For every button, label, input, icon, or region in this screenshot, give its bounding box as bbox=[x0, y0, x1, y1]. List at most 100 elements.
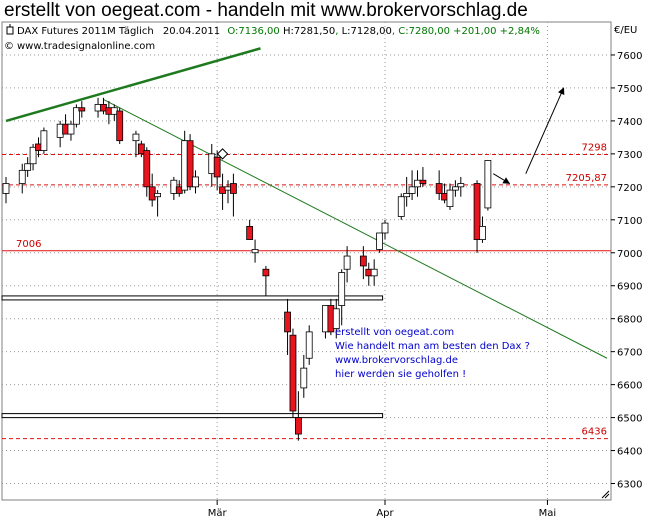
candle-body bbox=[376, 232, 383, 250]
candle-body bbox=[397, 196, 405, 217]
candle-body bbox=[251, 249, 259, 254]
chart-markers bbox=[216, 87, 610, 499]
candle-body bbox=[116, 110, 124, 142]
y-tick-label: 7200 bbox=[617, 183, 642, 194]
candle-body bbox=[403, 193, 411, 198]
y-tick-label: 6400 bbox=[617, 447, 642, 458]
high-value: H:7281,50 bbox=[283, 26, 335, 37]
candle-body bbox=[343, 255, 351, 270]
price-level-label: 7298 bbox=[582, 143, 607, 154]
candle-body bbox=[473, 183, 481, 240]
x-tick-label: Mär bbox=[208, 508, 228, 519]
candle-body bbox=[381, 222, 389, 234]
candle-body bbox=[446, 189, 454, 208]
candle-body bbox=[370, 268, 378, 277]
candle-body bbox=[359, 255, 367, 267]
resize-grip-icon bbox=[601, 490, 610, 499]
candle-body bbox=[24, 163, 32, 171]
candle-body bbox=[457, 183, 465, 188]
candle-body bbox=[67, 123, 75, 135]
candle-body bbox=[289, 334, 297, 412]
y-tick-label: 7400 bbox=[617, 117, 642, 128]
low-value: L:7128,00 bbox=[342, 26, 392, 37]
y-tick-label: 6800 bbox=[617, 315, 642, 326]
candle-body bbox=[230, 183, 237, 194]
annotation-line-2: Wie handelt man am besten den Dax ? bbox=[335, 341, 530, 352]
instrument-label: DAX Futures 2011M Täglich bbox=[17, 26, 154, 37]
y-tick-label: 7000 bbox=[617, 249, 642, 260]
y-tick-label: 6300 bbox=[617, 480, 642, 491]
copyright-icon: © bbox=[4, 41, 14, 52]
candle-body bbox=[72, 107, 80, 125]
candle-body bbox=[284, 311, 291, 333]
price-level-label: 6436 bbox=[582, 427, 607, 438]
price-level-label: 7006 bbox=[16, 239, 41, 250]
y-tick-label: 6600 bbox=[617, 381, 642, 392]
candle-body bbox=[451, 186, 459, 191]
support-band bbox=[1, 413, 384, 419]
open-value: O:7136,00 bbox=[227, 26, 279, 37]
y-axis: 6300 6400 6500 6600 6700 6800 6900 7000 7100 7200… bbox=[611, 51, 642, 491]
candle-body bbox=[192, 176, 199, 188]
svg-text:DAX Futures 2011M Täglich: DAX Futures 2011M Täglich 20.04.2011 O:7… bbox=[17, 26, 540, 37]
candle-body bbox=[419, 179, 427, 184]
x-axis: Mär Apr Mai bbox=[208, 500, 556, 519]
candle-body bbox=[2, 183, 10, 194]
projection-arrow bbox=[493, 173, 511, 184]
y-tick-label: 7600 bbox=[617, 51, 642, 62]
candle-body bbox=[246, 225, 254, 240]
candle-body bbox=[40, 130, 48, 151]
candle-body bbox=[408, 186, 416, 194]
y-tick-label: 7500 bbox=[617, 84, 642, 95]
candle-body bbox=[132, 133, 140, 142]
trendline bbox=[5, 47, 261, 123]
candle-body bbox=[300, 367, 308, 389]
header-info: DAX Futures 2011M Täglich 20.04.2011 O:7… bbox=[4, 24, 637, 52]
x-tick-label: Mai bbox=[539, 508, 557, 519]
y-tick-label: 6900 bbox=[617, 282, 642, 293]
y-tick-label: 7300 bbox=[617, 150, 642, 161]
candle-icon bbox=[6, 26, 14, 35]
annotation-note: erstellt von oegeat.com Wie handelt man … bbox=[335, 327, 530, 380]
candles bbox=[2, 97, 492, 441]
price-levels: 7298 7205,87 7006 6436 bbox=[2, 143, 611, 440]
projection-arrow bbox=[525, 87, 565, 174]
candle-body bbox=[332, 308, 340, 329]
close-value: C:7280,00 +201,00 +2,84% bbox=[398, 26, 540, 37]
candle-body bbox=[213, 156, 221, 178]
candle-body bbox=[479, 225, 486, 240]
page-title: erstellt von oegeat.com - handeln mit ww… bbox=[4, 0, 528, 21]
unit-label: €/EU bbox=[614, 25, 637, 36]
candle-body bbox=[29, 146, 37, 165]
grid bbox=[2, 22, 611, 500]
candle-body bbox=[305, 331, 313, 359]
annotation-line-4: hier werden sie geholfen ! bbox=[335, 369, 466, 380]
candle-body bbox=[435, 183, 443, 194]
annotation-line-1: erstellt von oegeat.com bbox=[335, 327, 454, 338]
annotation-line-3: www.brokervorschlag.de bbox=[335, 355, 458, 366]
support-bands bbox=[1, 295, 384, 419]
y-tick-label: 6500 bbox=[617, 414, 642, 425]
candle-body bbox=[338, 272, 346, 306]
y-tick-label: 7100 bbox=[617, 216, 642, 227]
price-level-label: 7205,87 bbox=[566, 173, 607, 184]
candle-body bbox=[137, 143, 145, 155]
candle-body bbox=[186, 140, 194, 188]
trendline bbox=[103, 99, 608, 359]
support-band bbox=[1, 295, 384, 301]
x-tick-label: Apr bbox=[376, 508, 394, 519]
source-label: www.tradesignalonline.com bbox=[17, 41, 155, 52]
candle-body bbox=[154, 193, 162, 198]
candle-body bbox=[262, 268, 270, 277]
candle-body bbox=[143, 150, 151, 188]
date-label: 20.04.2011 bbox=[163, 26, 220, 37]
y-tick-label: 6700 bbox=[617, 348, 642, 359]
candle-body bbox=[78, 107, 86, 112]
plot-frame bbox=[1, 21, 612, 501]
trendlines bbox=[5, 47, 608, 359]
candle-body bbox=[484, 160, 492, 209]
diamond-marker bbox=[216, 148, 229, 160]
candle-body bbox=[18, 169, 26, 184]
candle-body bbox=[294, 417, 302, 435]
